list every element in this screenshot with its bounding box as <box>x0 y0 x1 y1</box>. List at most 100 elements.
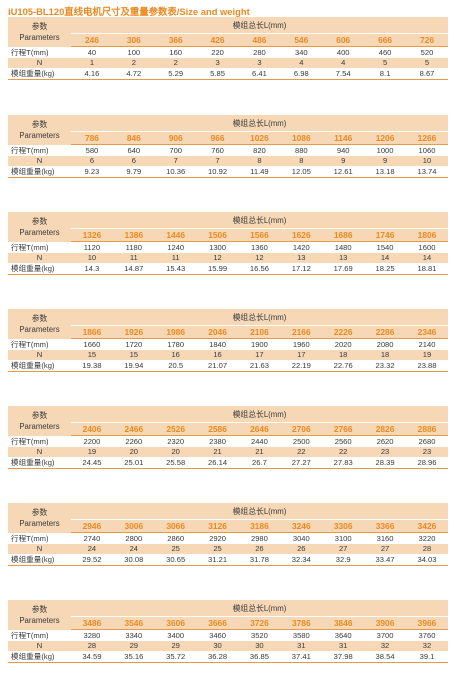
n-label: N <box>8 349 71 360</box>
stroke-value: 3760 <box>418 630 436 640</box>
length-value: 2106 <box>238 325 281 339</box>
stroke-value: 940 <box>336 145 350 155</box>
n-value: 32 <box>406 640 448 651</box>
stroke-value: 3340 <box>125 630 143 640</box>
length-value: 1746 <box>364 228 406 242</box>
weight-value: 32.9 <box>322 553 365 566</box>
stroke-value: 1420 <box>292 242 310 252</box>
n-value: 15 <box>112 349 155 360</box>
stroke-value: 2140 <box>418 339 436 349</box>
stroke-value: 1840 <box>209 339 227 349</box>
n-value: 22 <box>280 446 323 457</box>
length-value: 1506 <box>196 228 239 242</box>
length-value: 606 <box>322 33 365 47</box>
parameters-label-cn: 参数 <box>31 21 48 31</box>
n-label: N <box>8 543 71 554</box>
length-value: 2226 <box>322 325 365 339</box>
parameters-header: 参数 Parameters <box>8 309 71 339</box>
n-value: 6 <box>112 155 155 166</box>
stroke-value: 1600 <box>418 242 436 252</box>
length-value: 366 <box>154 33 197 47</box>
n-value: 16 <box>154 349 197 360</box>
n-value: 9 <box>364 155 406 166</box>
weight-value: 30.08 <box>112 553 155 566</box>
n-label: N <box>8 640 71 651</box>
length-value: 786 <box>71 131 113 145</box>
n-value: 7 <box>154 155 197 166</box>
stroke-value: 760 <box>211 145 224 155</box>
n-value: 6 <box>71 155 113 166</box>
stroke-value: 820 <box>253 145 266 155</box>
weight-value: 11.49 <box>238 165 281 178</box>
length-value: 846 <box>112 131 155 145</box>
stroke-value: 220 <box>211 47 224 57</box>
length-value: 3966 <box>406 616 448 630</box>
n-value: 11 <box>112 252 155 263</box>
length-value: 1086 <box>280 131 323 145</box>
n-label: N <box>8 57 71 68</box>
stroke-value: 700 <box>169 145 183 155</box>
weight-value: 22.19 <box>280 359 323 372</box>
weight-value: 4.16 <box>71 67 113 80</box>
length-value: 3006 <box>112 519 155 533</box>
stroke-value: 3220 <box>418 533 436 543</box>
n-value: 20 <box>112 446 155 457</box>
stroke-value: 2440 <box>250 436 268 446</box>
stroke-value: 640 <box>127 145 141 155</box>
n-value: 1 <box>71 57 113 68</box>
weight-value: 13.74 <box>406 165 448 178</box>
stroke-value: 2860 <box>167 533 185 543</box>
weight-value: 28.39 <box>364 456 406 469</box>
n-value: 31 <box>280 640 323 651</box>
n-value: 28 <box>71 640 113 651</box>
n-value: 3 <box>196 57 239 68</box>
weight-value: 15.99 <box>196 262 239 275</box>
total-length-header: 模组总长L(mm) <box>71 17 448 34</box>
length-value: 2406 <box>71 422 113 436</box>
n-value: 26 <box>280 543 323 554</box>
stroke-label: 行程T(mm) <box>11 47 49 57</box>
length-value: 1206 <box>364 131 406 145</box>
length-value: 1266 <box>406 131 448 145</box>
weight-value: 26.14 <box>196 456 239 469</box>
length-value: 246 <box>71 33 113 47</box>
n-value: 9 <box>322 155 365 166</box>
length-value: 2946 <box>71 519 113 533</box>
weight-label: 模组重量(kg) <box>8 262 71 275</box>
stroke-label: 行程T(mm) <box>11 145 49 155</box>
n-value: 4 <box>280 57 323 68</box>
weight-value: 16.56 <box>238 262 281 275</box>
stroke-label: 行程T(mm) <box>11 630 49 640</box>
n-value: 10 <box>406 155 448 166</box>
length-value: 3366 <box>364 519 406 533</box>
weight-value: 26.7 <box>238 456 281 469</box>
stroke-value: 1540 <box>376 242 394 252</box>
n-value: 16 <box>196 349 239 360</box>
n-value: 5 <box>406 57 448 68</box>
weight-value: 37.41 <box>280 650 323 663</box>
length-value: 2346 <box>406 325 448 339</box>
stroke-value: 3400 <box>167 630 185 640</box>
length-value: 2046 <box>196 325 239 339</box>
weight-value: 38.54 <box>364 650 406 663</box>
length-value: 966 <box>196 131 239 145</box>
length-value: 666 <box>364 33 406 47</box>
weight-value: 14.3 <box>71 262 113 275</box>
weight-value: 20.5 <box>154 359 197 372</box>
weight-value: 33.47 <box>364 553 406 566</box>
size-weight-table: 参数 Parameters 模组总长L(mm) 2406 2466 2526 2586 264… <box>8 406 448 469</box>
n-value: 23 <box>406 446 448 457</box>
stroke-value: 1300 <box>209 242 227 252</box>
stroke-value: 2800 <box>125 533 143 543</box>
parameters-label-en: Parameters <box>19 130 60 140</box>
n-value: 18 <box>364 349 406 360</box>
n-value: 28 <box>406 543 448 554</box>
n-value: 8 <box>238 155 281 166</box>
parameters-label-en: Parameters <box>19 421 60 431</box>
total-length-header: 模组总长L(mm) <box>71 115 448 132</box>
n-value: 11 <box>154 252 197 263</box>
parameters-label-en: Parameters <box>19 227 60 237</box>
length-value: 3186 <box>238 519 281 533</box>
length-value: 3486 <box>71 616 113 630</box>
n-value: 17 <box>238 349 281 360</box>
